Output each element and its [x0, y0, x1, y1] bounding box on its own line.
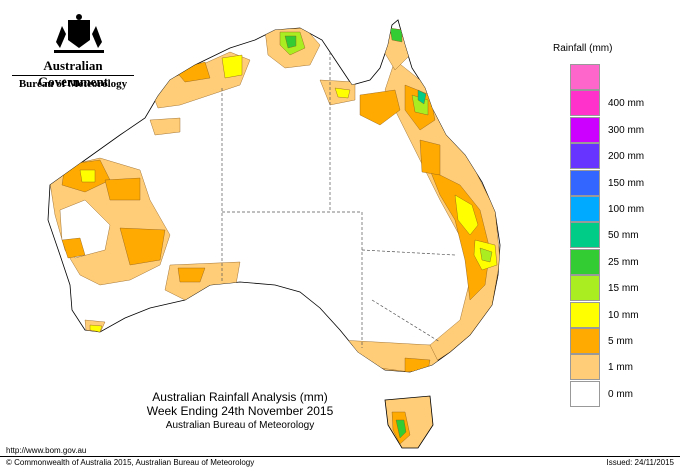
- title-line-1: Australian Rainfall Analysis (mm): [152, 390, 328, 404]
- legend-swatch: [570, 143, 600, 170]
- legend-swatch: [570, 354, 600, 381]
- logo-divider: [12, 75, 134, 76]
- map-title: Australian Rainfall Analysis (mm) Week E…: [110, 386, 370, 431]
- legend-swatch: [570, 64, 600, 90]
- legend-swatch: [570, 275, 600, 302]
- bureau-name: Bureau of Meteorology: [18, 78, 128, 90]
- legend-label: 1 mm: [608, 362, 633, 374]
- legend-swatch: [570, 222, 600, 249]
- legend-label: 200 mm: [608, 151, 645, 163]
- legend-label: 50 mm: [608, 230, 639, 242]
- legend-label: 0 mm: [608, 388, 633, 400]
- legend-label: 25 mm: [608, 256, 639, 268]
- legend-swatch: [570, 380, 600, 407]
- coat-of-arms-icon: [54, 14, 104, 53]
- legend-label: 300 mm: [608, 124, 645, 136]
- legend-swatch: [570, 90, 600, 117]
- footer-divider: [0, 456, 680, 457]
- legend-swatch: [570, 248, 600, 275]
- legend-label: 400 mm: [608, 98, 645, 110]
- legend-label: 150 mm: [608, 177, 645, 189]
- government-name: Australian Government: [37, 58, 109, 89]
- legend-label: 15 mm: [608, 283, 639, 295]
- legend-swatch: [570, 169, 600, 196]
- state-borders: [221, 52, 456, 348]
- title-line-3: Australian Bureau of Meteorology: [165, 420, 315, 431]
- legend-swatch: [570, 116, 600, 143]
- issued-date: Issued: 24/11/2015: [606, 458, 674, 467]
- tasmania: [384, 395, 434, 449]
- legend-label: 10 mm: [608, 309, 639, 321]
- legend-swatch: [570, 301, 600, 328]
- legend-label: 5 mm: [608, 336, 633, 347]
- legend-label: 100 mm: [608, 204, 645, 215]
- bom-url[interactable]: http://www.bom.gov.au: [6, 446, 87, 455]
- legend-swatch: [570, 196, 600, 222]
- legend-swatch: [570, 328, 600, 354]
- legend-title: Rainfall (mm): [553, 43, 613, 54]
- copyright-text: © Commonwealth of Australia 2015, Austra…: [6, 458, 255, 467]
- title-line-2: Week Ending 24th November 2015: [146, 404, 334, 418]
